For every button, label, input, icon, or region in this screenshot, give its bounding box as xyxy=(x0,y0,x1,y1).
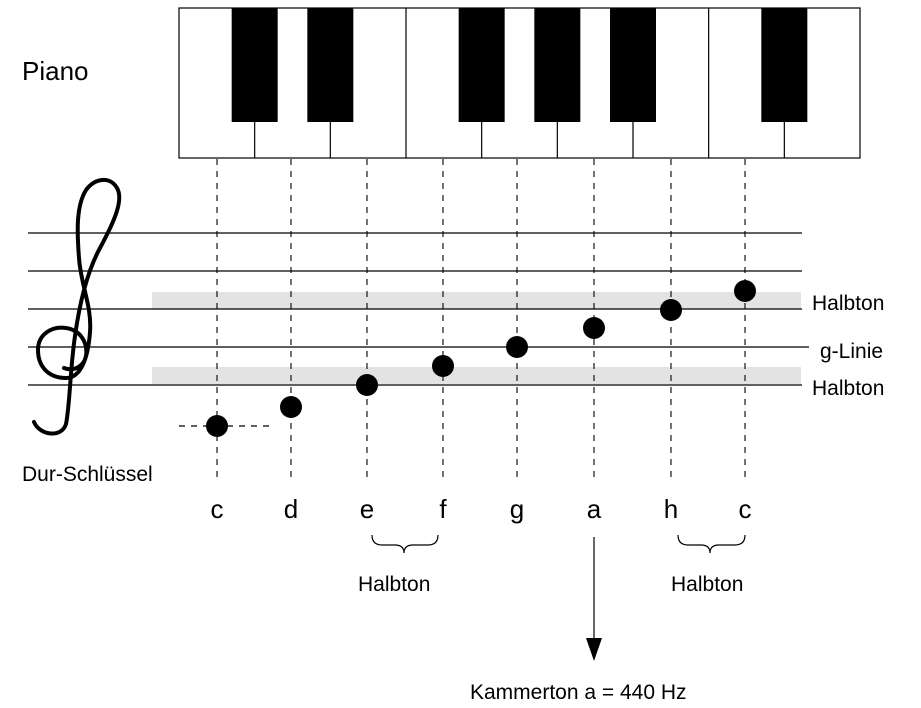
note-letter-c-high: c xyxy=(739,494,752,524)
note-letter-f: f xyxy=(439,494,447,524)
black-keys xyxy=(231,8,808,122)
semitone-brace-hc xyxy=(677,534,746,554)
black-key xyxy=(610,8,656,122)
black-key xyxy=(534,8,581,122)
black-key xyxy=(761,8,808,122)
semitone-brace-hc-label: Halbton xyxy=(671,573,743,596)
reference-pitch-label: Kammerton a = 440 Hz xyxy=(470,681,687,704)
lower-semitone-band xyxy=(152,367,801,384)
note-letter-d: d xyxy=(284,494,298,524)
note-head-d xyxy=(280,396,302,418)
black-key xyxy=(231,8,278,122)
lower-semitone-label: Halbton xyxy=(812,377,884,400)
clef-label: Dur-Schlüssel xyxy=(22,463,153,486)
note-head-e xyxy=(356,374,378,396)
note-heads xyxy=(206,280,756,437)
note-head-h xyxy=(660,299,682,321)
g-line-label: g-Linie xyxy=(820,340,883,363)
note-head-f xyxy=(432,355,454,377)
note-letter-g: g xyxy=(510,494,524,524)
note-head-a xyxy=(583,317,605,339)
note-head-c-high xyxy=(734,280,756,302)
note-letter-h: h xyxy=(664,494,678,524)
upper-semitone-band xyxy=(152,292,801,309)
upper-semitone-label: Halbton xyxy=(812,292,884,315)
keyboard-frame xyxy=(178,7,861,159)
semitone-brace-ef-label: Halbton xyxy=(358,573,430,596)
note-letter-a: a xyxy=(587,494,602,524)
note-letter-e: e xyxy=(360,494,374,524)
note-head-c xyxy=(206,415,228,437)
piano-keyboard xyxy=(178,7,861,159)
staff xyxy=(28,232,809,386)
instrument-label: Piano xyxy=(22,56,89,86)
note-head-g xyxy=(506,336,528,358)
reference-arrow-head xyxy=(586,638,602,661)
note-guide-lines xyxy=(216,159,746,482)
note-letter-c: c xyxy=(211,494,224,524)
black-key xyxy=(458,8,505,122)
black-key xyxy=(307,8,354,122)
semitone-brace-ef xyxy=(371,534,439,554)
treble-clef-icon xyxy=(32,178,122,436)
